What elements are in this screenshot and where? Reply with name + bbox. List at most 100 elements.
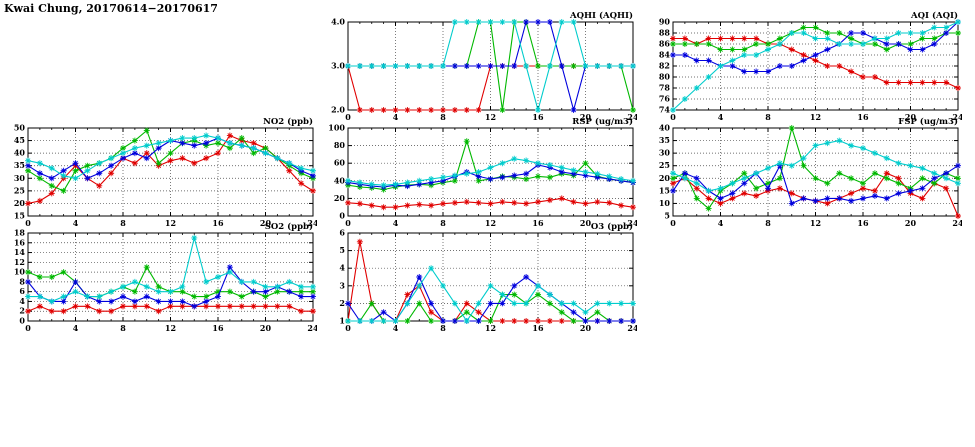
svg-text:4: 4 xyxy=(393,323,399,333)
svg-text:8: 8 xyxy=(765,218,771,228)
svg-text:16: 16 xyxy=(532,218,544,228)
svg-text:2.0: 2.0 xyxy=(331,105,345,115)
svg-text:15: 15 xyxy=(659,185,670,195)
svg-text:4: 4 xyxy=(73,218,79,228)
svg-text:15: 15 xyxy=(14,211,25,221)
svg-text:20: 20 xyxy=(580,218,592,228)
svg-text:12: 12 xyxy=(165,323,176,333)
svg-text:40: 40 xyxy=(334,175,346,185)
svg-text:0: 0 xyxy=(345,218,351,228)
svg-text:AQHI (AQHI): AQHI (AQHI) xyxy=(569,10,633,21)
svg-text:88: 88 xyxy=(659,28,671,38)
svg-text:8: 8 xyxy=(440,112,446,122)
svg-text:16: 16 xyxy=(212,218,224,228)
svg-text:0: 0 xyxy=(25,323,31,333)
svg-text:35: 35 xyxy=(14,160,25,170)
chart-so2: 0 2 4 6 8 10 12 14 16 18 0 4 8 12 16 20 24 SO2 (ppb) xyxy=(0,219,319,341)
svg-text:12: 12 xyxy=(485,323,496,333)
svg-text:8: 8 xyxy=(120,323,126,333)
svg-text:AQI (AQI): AQI (AQI) xyxy=(910,10,958,21)
svg-text:45: 45 xyxy=(14,135,25,145)
svg-text:20: 20 xyxy=(260,323,272,333)
svg-text:0: 0 xyxy=(670,112,676,122)
svg-text:60: 60 xyxy=(334,158,346,168)
svg-text:12: 12 xyxy=(485,218,496,228)
svg-text:20: 20 xyxy=(580,112,592,122)
svg-text:35: 35 xyxy=(659,135,670,145)
svg-text:18: 18 xyxy=(14,228,26,238)
svg-text:20: 20 xyxy=(580,323,592,333)
svg-text:74: 74 xyxy=(659,105,671,115)
svg-text:24: 24 xyxy=(307,218,317,228)
svg-text:4: 4 xyxy=(19,296,25,306)
svg-text:SO2 (ppb): SO2 (ppb) xyxy=(265,221,313,232)
svg-text:16: 16 xyxy=(857,218,869,228)
no2-chart-svg: 15 20 25 30 35 40 45 50 0 4 8 12 16 20 24 NO2 (ppb) xyxy=(14,116,319,228)
svg-text:0: 0 xyxy=(339,211,345,221)
svg-text:20: 20 xyxy=(659,173,671,183)
svg-text:24: 24 xyxy=(627,218,637,228)
svg-text:8: 8 xyxy=(120,218,126,228)
rsp-chart-svg: 0 20 40 60 80 100 0 4 8 12 16 20 24 RSP (ug/m3) xyxy=(328,116,639,228)
svg-text:12: 12 xyxy=(485,112,496,122)
svg-text:25: 25 xyxy=(659,160,670,170)
svg-text:24: 24 xyxy=(627,323,637,333)
svg-text:8: 8 xyxy=(440,323,446,333)
svg-text:FSP (ug/m3): FSP (ug/m3) xyxy=(898,116,958,127)
svg-text:24: 24 xyxy=(627,112,637,122)
svg-text:8: 8 xyxy=(440,218,446,228)
chart-aqhi: 2.0 3.0 4.0 0 4 8 12 16 20 24 AQHI (AQHI) xyxy=(320,8,639,130)
svg-text:30: 30 xyxy=(659,148,671,158)
svg-text:84: 84 xyxy=(659,50,671,60)
aqhi-chart-svg: 2.0 3.0 4.0 0 4 8 12 16 20 24 AQHI (AQHI) xyxy=(331,10,639,122)
svg-text:30: 30 xyxy=(14,173,26,183)
svg-text:50: 50 xyxy=(14,123,26,133)
svg-text:0: 0 xyxy=(19,316,25,326)
svg-text:16: 16 xyxy=(532,323,544,333)
svg-text:16: 16 xyxy=(532,112,544,122)
svg-text:4: 4 xyxy=(718,112,724,122)
svg-text:4: 4 xyxy=(393,218,399,228)
fsp-chart-svg: 5 10 15 20 25 30 35 40 0 4 8 12 16 20 24 FSP (ug/m3) xyxy=(659,116,964,228)
page-title: Kwai Chung, 20170614−20170617 xyxy=(4,2,218,15)
svg-text:16: 16 xyxy=(212,323,224,333)
svg-text:76: 76 xyxy=(659,94,671,104)
svg-text:2: 2 xyxy=(19,306,25,316)
svg-text:4: 4 xyxy=(718,218,724,228)
svg-text:O3 (ppb): O3 (ppb) xyxy=(591,221,633,232)
svg-text:40: 40 xyxy=(14,148,26,158)
svg-text:82: 82 xyxy=(659,61,670,71)
svg-text:20: 20 xyxy=(905,112,917,122)
svg-text:12: 12 xyxy=(810,112,821,122)
svg-text:78: 78 xyxy=(659,83,671,93)
svg-text:12: 12 xyxy=(810,218,821,228)
svg-text:10: 10 xyxy=(659,198,671,208)
svg-text:4.0: 4.0 xyxy=(331,17,345,27)
chart-no2: 15 20 25 30 35 40 45 50 0 4 8 12 16 20 24 NO2 (ppb) xyxy=(0,114,319,236)
svg-text:12: 12 xyxy=(165,218,176,228)
chart-o3: 1 2 3 4 5 6 0 4 8 12 16 20 24 O3 (ppb) xyxy=(320,219,639,341)
svg-text:5: 5 xyxy=(664,211,670,221)
svg-text:100: 100 xyxy=(328,123,345,133)
svg-text:24: 24 xyxy=(952,112,962,122)
svg-text:25: 25 xyxy=(14,185,25,195)
svg-text:86: 86 xyxy=(659,39,671,49)
svg-text:8: 8 xyxy=(19,276,25,286)
svg-text:80: 80 xyxy=(659,72,671,82)
chart-aqi: 74 76 78 80 82 84 86 88 90 0 4 8 12 16 20 24 AQI (AQI) xyxy=(645,8,964,130)
svg-text:90: 90 xyxy=(659,17,671,27)
svg-text:16: 16 xyxy=(857,112,869,122)
svg-text:6: 6 xyxy=(339,228,345,238)
svg-text:16: 16 xyxy=(14,237,26,247)
svg-text:3.0: 3.0 xyxy=(331,61,345,71)
svg-text:1: 1 xyxy=(339,316,345,326)
chart-rsp: 0 20 40 60 80 100 0 4 8 12 16 20 24 RSP (ug/m3) xyxy=(320,114,639,236)
svg-text:0: 0 xyxy=(345,112,351,122)
svg-text:6: 6 xyxy=(19,286,25,296)
svg-text:0: 0 xyxy=(345,323,351,333)
svg-text:20: 20 xyxy=(905,218,917,228)
svg-text:8: 8 xyxy=(765,112,771,122)
